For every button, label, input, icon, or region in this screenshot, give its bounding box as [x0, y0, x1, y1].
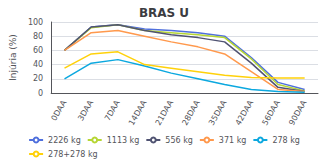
- svg-text:2226 kg: 2226 kg: [48, 136, 81, 145]
- svg-text:556 kg: 556 kg: [165, 136, 193, 145]
- svg-text:28DAA: 28DAA: [180, 98, 202, 127]
- svg-text:Injúria (%): Injúria (%): [8, 34, 18, 81]
- svg-text:20: 20: [33, 74, 43, 83]
- svg-text:35DAA: 35DAA: [207, 98, 229, 127]
- svg-text:278+278 kg: 278+278 kg: [48, 150, 98, 159]
- svg-text:42DAA: 42DAA: [234, 98, 256, 127]
- svg-text:100: 100: [28, 18, 43, 27]
- svg-text:BRAS U: BRAS U: [139, 6, 189, 20]
- svg-text:3DAA: 3DAA: [76, 98, 95, 122]
- svg-text:278 kg: 278 kg: [272, 136, 300, 145]
- svg-text:90DAA: 90DAA: [287, 98, 309, 127]
- svg-text:21DAA: 21DAA: [154, 98, 176, 127]
- svg-text:14DAA: 14DAA: [127, 98, 149, 127]
- svg-text:371 kg: 371 kg: [219, 136, 247, 145]
- svg-text:40: 40: [33, 60, 43, 69]
- svg-text:1113 kg: 1113 kg: [107, 136, 140, 145]
- svg-text:0: 0: [38, 89, 43, 98]
- svg-text:0DAA: 0DAA: [49, 98, 68, 122]
- svg-text:7DAA: 7DAA: [103, 98, 122, 122]
- svg-text:80: 80: [33, 32, 43, 41]
- svg-text:56DAA: 56DAA: [260, 98, 282, 127]
- svg-text:60: 60: [33, 46, 43, 55]
